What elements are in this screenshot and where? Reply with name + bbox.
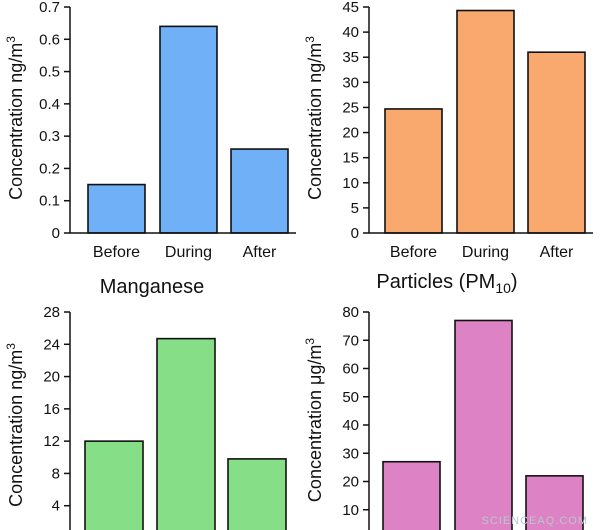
y-axis-label: Concentration μg/m3: [303, 338, 325, 502]
watermark: SCIENCEAQ.COM: [481, 515, 588, 527]
chart-panel-bottom-right: Particles (PM10) Concentration μg/m3 10 2…: [303, 271, 584, 530]
y-tick-label: 0.5: [39, 64, 60, 81]
y-tick-label: 15: [342, 150, 359, 167]
bar-during: [454, 319, 513, 530]
y-tick-label: 30: [342, 74, 359, 91]
x-tick-label: Before: [93, 244, 140, 261]
bar-during: [156, 337, 216, 530]
y-tick-label: 0.7: [39, 0, 60, 16]
x-tick-label: After: [243, 244, 277, 261]
y-tick-label: 0: [351, 225, 359, 242]
x-tick-label: During: [165, 244, 212, 261]
y-tick-label: 0.4: [39, 96, 60, 113]
y-tick-label: 30: [342, 445, 359, 462]
y-tick-label: 80: [342, 304, 359, 321]
chart-panel-top-right: Concentration ng/m3 0 5 10 15 20 25 30 35 40 45 Be…: [303, 0, 593, 261]
y-tick-label: 0.6: [39, 31, 60, 48]
bar-during: [456, 9, 515, 234]
y-tick-label: 70: [342, 332, 359, 349]
bar-after: [227, 458, 287, 530]
x-tick-label: After: [540, 244, 574, 261]
bar-after: [527, 51, 586, 234]
y-tick-label: 24: [43, 336, 60, 353]
y-tick-label: 4: [52, 498, 60, 515]
y-tick-label: 8: [52, 465, 60, 482]
bar-during: [159, 25, 218, 234]
y-tick-label: 20: [342, 474, 359, 491]
x-tick-label: Before: [390, 244, 437, 261]
bar-after: [525, 475, 584, 530]
y-tick-label: 10: [342, 175, 359, 192]
bar-before: [87, 183, 146, 234]
chart-panel-bottom-left: Manganese Concentration ng/m3 4 8 12 16 20 24…: [4, 276, 287, 530]
y-tick-label: 28: [43, 304, 60, 321]
y-tick-label: 20: [43, 369, 60, 386]
bar-before: [84, 440, 144, 530]
y-tick-label: 35: [342, 49, 359, 66]
y-tick-label: 50: [342, 389, 359, 406]
y-tick-label: 0.3: [39, 128, 60, 145]
y-tick-label: 20: [342, 125, 359, 142]
y-tick-label: 10: [342, 502, 359, 519]
bar-before: [382, 460, 441, 530]
y-tick-label: 45: [342, 0, 359, 16]
y-tick-label: 40: [342, 24, 359, 41]
y-tick-label: 5: [351, 200, 359, 217]
y-axis-label: Concentration ng/m3: [4, 36, 26, 200]
y-tick-label: 12: [43, 433, 60, 450]
y-tick-label: 0.2: [39, 160, 60, 177]
chart-panel-top-left: Concentration ng/m3 0 0.1 0.2 0.3 0.4 0.5 0.6 0…: [4, 0, 296, 261]
y-tick-label: 0.1: [39, 193, 60, 210]
y-axis-label: Concentration ng/m3: [4, 343, 26, 507]
chart-title: Manganese: [100, 276, 205, 298]
y-tick-label: 0: [52, 225, 60, 242]
y-tick-label: 60: [342, 361, 359, 378]
y-axis-label: Concentration ng/m3: [303, 36, 325, 200]
bar-after: [230, 148, 289, 234]
chart-title: Particles (PM10): [376, 271, 517, 296]
y-tick-label: 16: [43, 401, 60, 418]
x-tick-label: During: [462, 244, 509, 261]
y-tick-label: 25: [342, 99, 359, 116]
bar-before: [384, 108, 443, 234]
y-tick-label: 40: [342, 417, 359, 434]
